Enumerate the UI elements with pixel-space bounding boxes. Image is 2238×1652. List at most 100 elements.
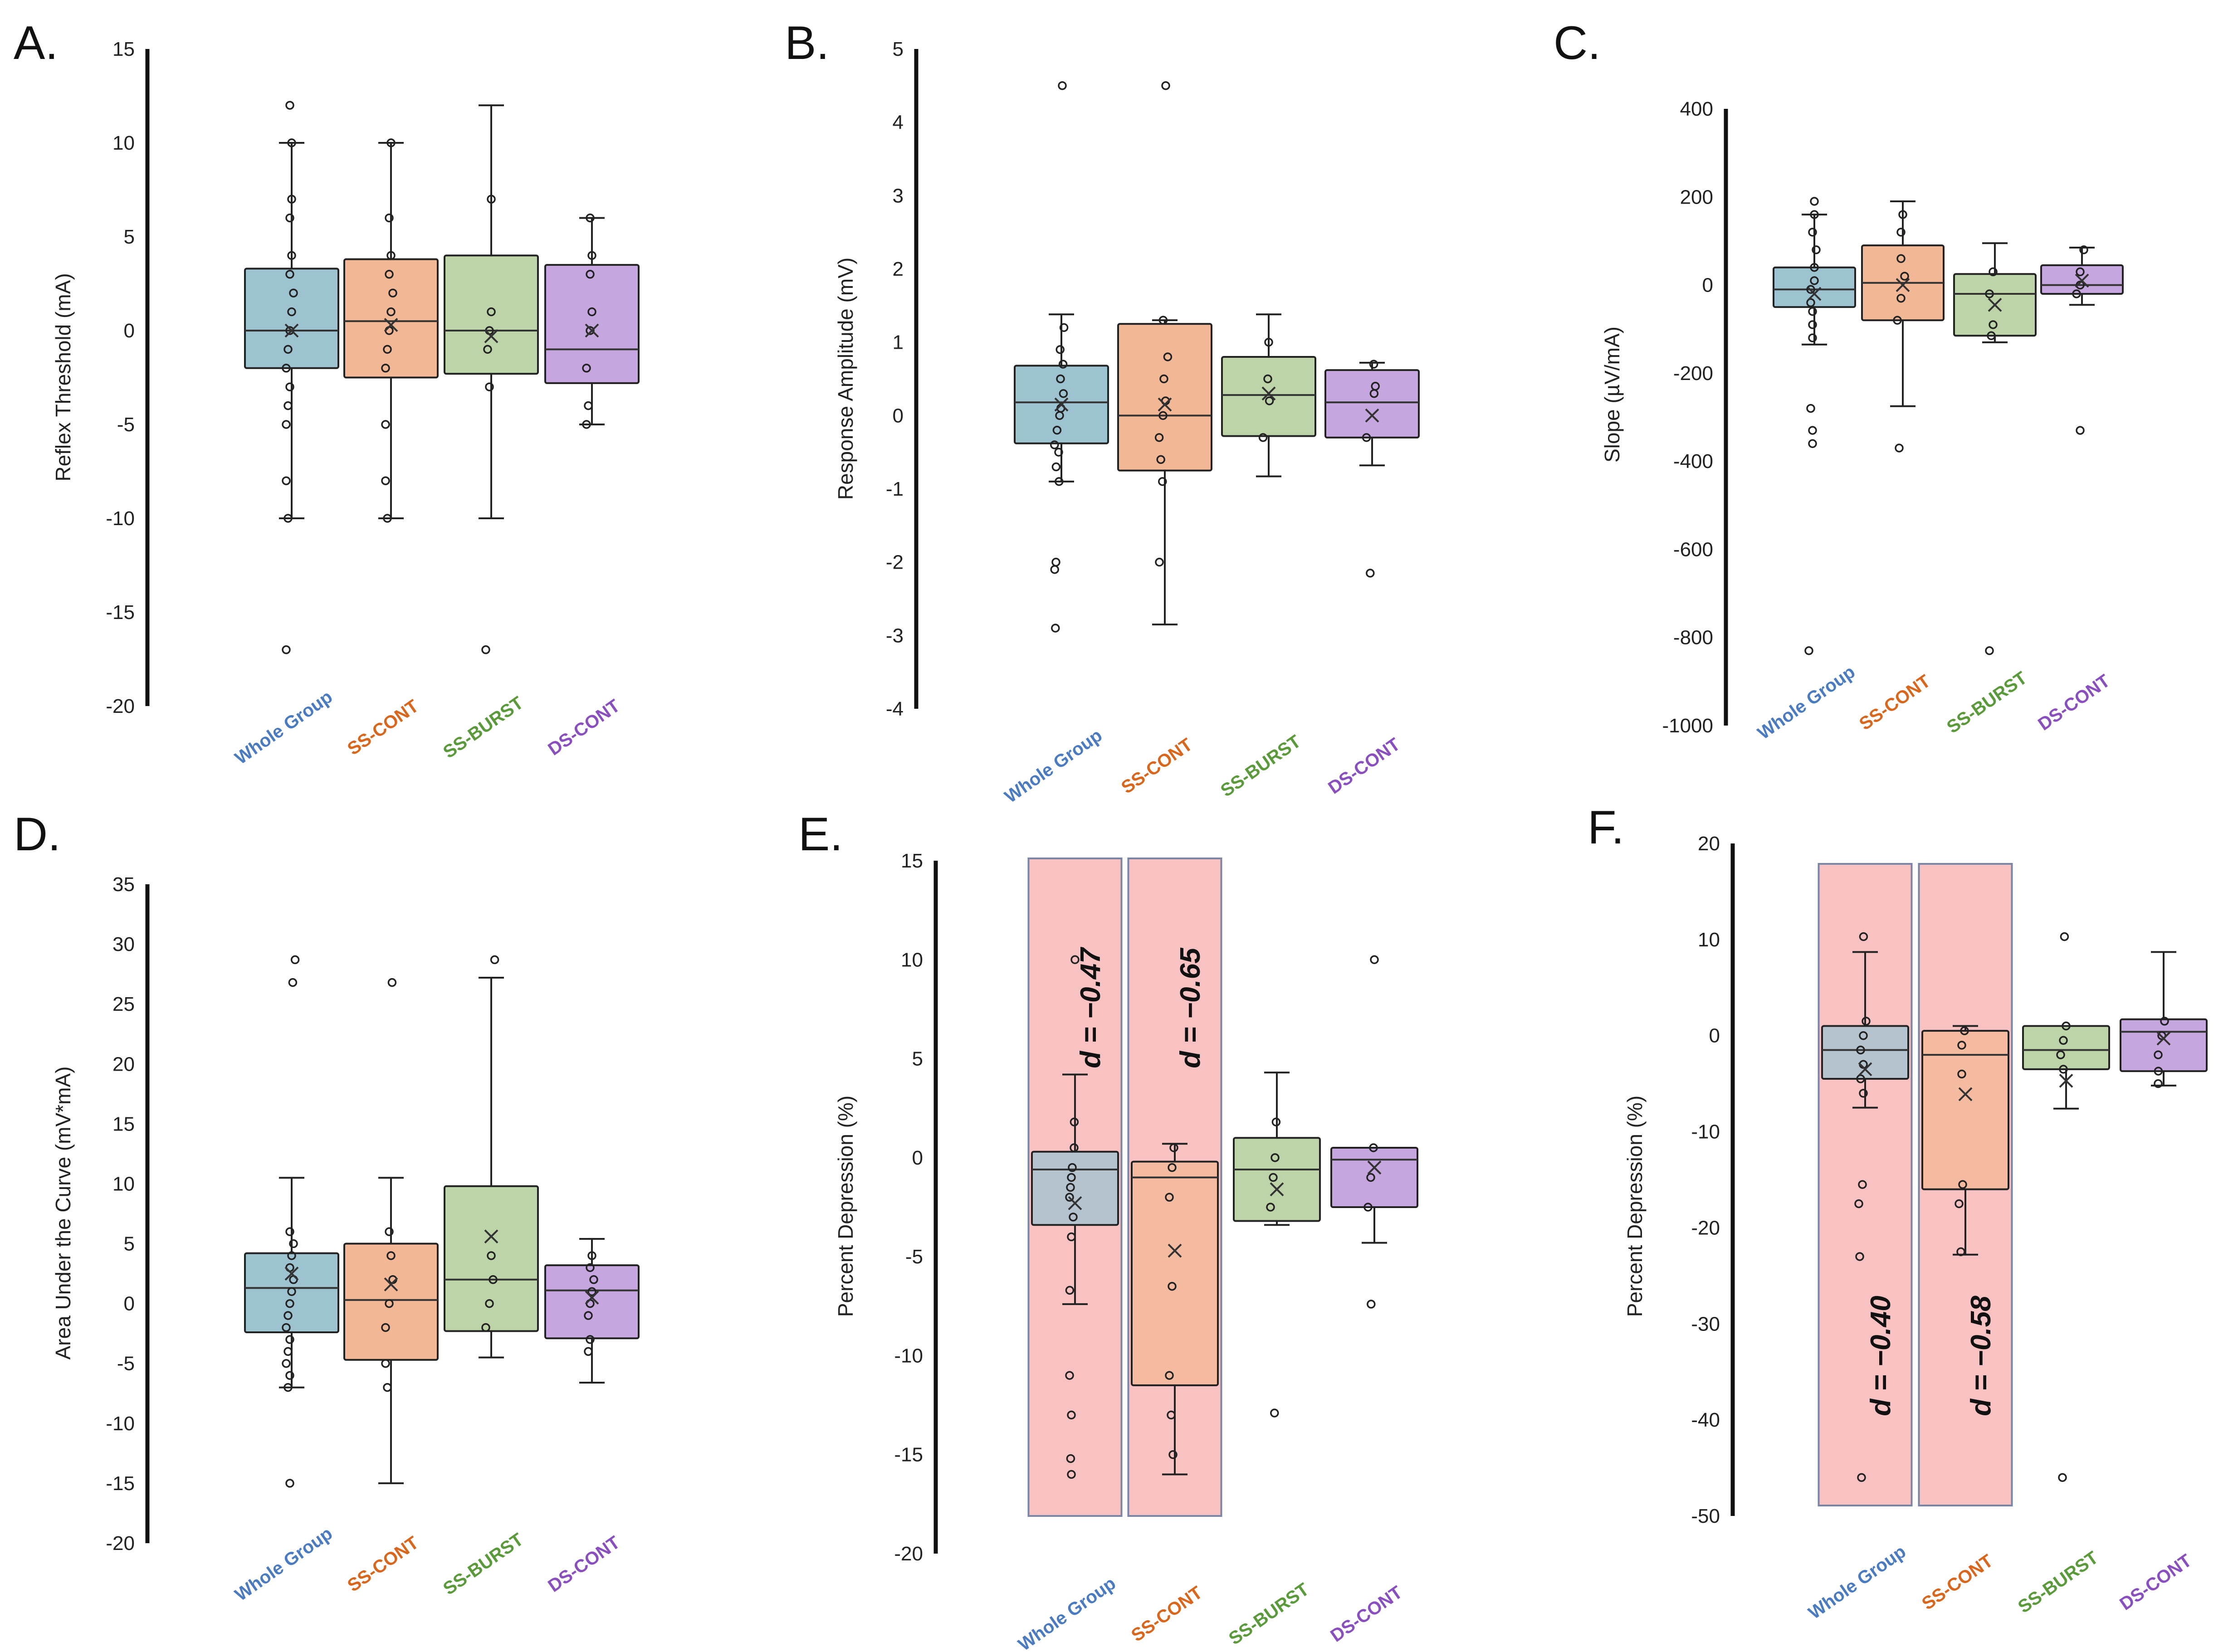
- y-tick-label: 15: [112, 1113, 135, 1135]
- data-point: [1857, 1473, 1866, 1482]
- data-point: [283, 401, 293, 410]
- data-point: [1366, 569, 1375, 578]
- y-tick-label: -5: [117, 1353, 135, 1375]
- x-category-label: SS-CONT: [344, 696, 422, 759]
- data-point: [1156, 455, 1165, 464]
- data-point: [1065, 1286, 1075, 1295]
- data-point: [485, 1299, 494, 1308]
- effect-size-label: d = −0.40: [1865, 1296, 1896, 1416]
- data-point: [1168, 1450, 1178, 1459]
- mean-marker: [284, 1267, 299, 1281]
- y-tick-label: 10: [901, 949, 923, 971]
- y-tick-label: 20: [1698, 833, 1720, 855]
- box-ds-cont: [1324, 360, 1420, 578]
- box-iqr: [244, 1252, 339, 1334]
- data-point: [1058, 360, 1068, 369]
- mean-marker: [1858, 1062, 1872, 1077]
- y-axis-title: Reflex Threshold (mA): [51, 273, 75, 481]
- data-point: [287, 138, 296, 147]
- data-point: [1158, 477, 1167, 486]
- data-point: [1900, 272, 1909, 281]
- data-point: [1370, 955, 1379, 965]
- data-point: [1265, 396, 1274, 405]
- data-point: [1050, 440, 1059, 449]
- data-point: [2072, 289, 2081, 298]
- data-point: [287, 195, 296, 204]
- data-point: [1056, 374, 1065, 384]
- data-point: [483, 345, 492, 354]
- data-point: [1859, 1031, 1868, 1040]
- data-point: [383, 345, 392, 354]
- y-tick-label: 10: [112, 1173, 135, 1195]
- data-point: [2154, 1067, 2163, 1076]
- y-tick-label: -10: [106, 1413, 135, 1435]
- data-point: [386, 251, 396, 260]
- x-category-label: SS-CONT: [1118, 735, 1196, 798]
- box-ss-burst: [1953, 242, 2037, 655]
- data-point: [1055, 477, 1064, 486]
- data-point: [285, 1371, 294, 1380]
- data-point: [1806, 298, 1815, 307]
- data-point: [1059, 389, 1068, 398]
- data-point: [385, 1227, 394, 1236]
- data-point: [1163, 352, 1173, 361]
- y-tick-label: -10: [894, 1345, 923, 1367]
- data-point: [1957, 1041, 1966, 1050]
- effect-size-label: d = −0.58: [1965, 1296, 1997, 1416]
- data-point: [1067, 1232, 1076, 1242]
- y-tick-label: 1: [893, 331, 904, 354]
- mean-marker: [1168, 1243, 1182, 1258]
- data-point: [1165, 1193, 1174, 1202]
- y-tick-label: 0: [1702, 274, 1713, 297]
- box-ss-burst: [444, 104, 539, 654]
- data-point: [582, 420, 591, 429]
- x-category-label: Whole Group: [1805, 1541, 1910, 1623]
- data-point: [1169, 1143, 1178, 1152]
- y-tick-label: 5: [124, 226, 135, 248]
- data-point: [1065, 1371, 1074, 1380]
- data-point: [1985, 289, 1994, 298]
- data-point: [1266, 1203, 1275, 1212]
- mean-marker: [1054, 397, 1069, 412]
- mean-marker: [484, 329, 498, 343]
- box-iqr: [244, 268, 339, 369]
- data-point: [1052, 425, 1062, 435]
- data-point: [381, 1359, 390, 1368]
- data-point: [1270, 1153, 1280, 1162]
- x-category-label: SS-BURST: [440, 1530, 527, 1599]
- data-point: [1154, 433, 1164, 442]
- data-point: [285, 1479, 294, 1488]
- y-tick-label: -3: [886, 624, 904, 647]
- data-point: [282, 1359, 291, 1368]
- data-point: [381, 1323, 390, 1332]
- y-tick-label: 0: [1709, 1025, 1720, 1047]
- data-point: [1165, 1371, 1174, 1380]
- data-point: [1896, 254, 1906, 263]
- x-category-label: Whole Group: [1001, 725, 1106, 807]
- box-whole-group: [1031, 955, 1119, 1479]
- y-tick-label: -20: [106, 1532, 135, 1555]
- mean-marker: [1988, 297, 2002, 312]
- y-tick-label: -20: [1691, 1217, 1720, 1239]
- y-tick-label: 0: [124, 320, 135, 342]
- mean-marker: [2059, 1073, 2073, 1088]
- box-iqr: [544, 264, 640, 384]
- panel-letter: C.: [1554, 17, 1601, 69]
- data-point: [1070, 1143, 1079, 1152]
- data-point: [285, 1227, 294, 1236]
- box-iqr: [1921, 1030, 2009, 1190]
- data-point: [1808, 320, 1817, 329]
- box-ss-burst: [2022, 932, 2110, 1482]
- data-point: [1363, 1203, 1373, 1212]
- data-point: [2060, 932, 2069, 941]
- data-point: [487, 1251, 496, 1260]
- data-point: [1985, 646, 1994, 655]
- data-point: [487, 307, 496, 317]
- y-axis-title: Percent Depression (%): [1623, 1096, 1647, 1317]
- y-tick-label: -2: [886, 551, 904, 574]
- data-point: [1808, 228, 1817, 237]
- mean-marker: [1367, 1160, 1382, 1175]
- x-category-label: SS-CONT: [1856, 671, 1934, 734]
- data-point: [2154, 1050, 2163, 1059]
